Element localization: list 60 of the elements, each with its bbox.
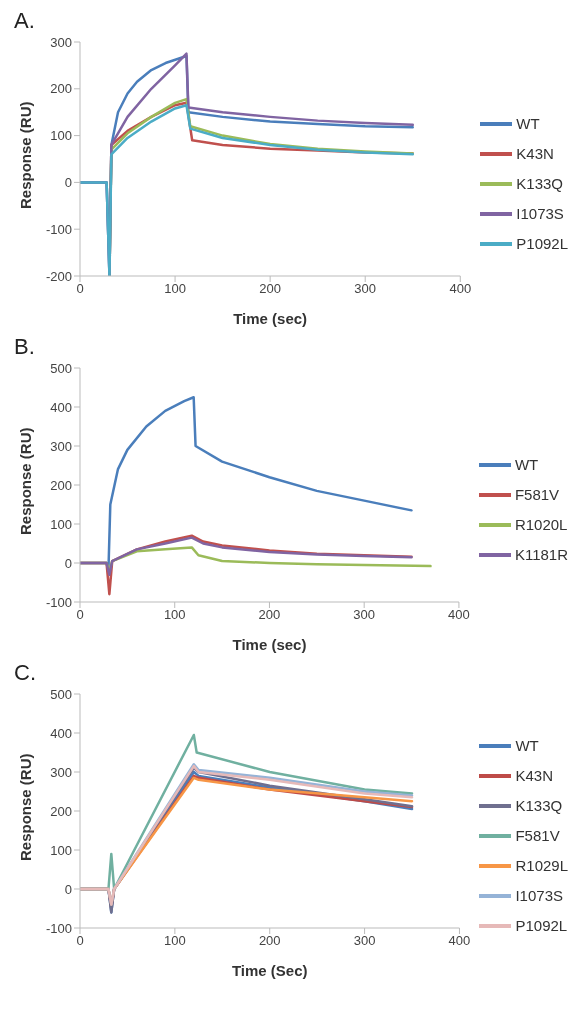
chart-title: B. xyxy=(13,334,36,360)
legend-label: R1029L xyxy=(515,856,568,876)
y-tick-label: 100 xyxy=(50,516,72,532)
x-tick-label: 400 xyxy=(448,607,470,623)
x-tick-label: 0 xyxy=(76,933,84,949)
chart-title: C. xyxy=(13,660,37,686)
x-tick-label: 300 xyxy=(354,281,377,297)
legend-label: K133Q xyxy=(516,174,563,194)
x-axis-title: Time (Sec) xyxy=(231,962,308,979)
x-tick-label: 100 xyxy=(164,281,186,297)
legend-label: F581V xyxy=(515,826,560,846)
x-tick-label: 0 xyxy=(76,281,84,297)
x-tick-label: 300 xyxy=(353,607,376,623)
y-tick-label: 500 xyxy=(50,360,72,376)
y-tick-label: 300 xyxy=(50,34,72,50)
y-tick-label: -200 xyxy=(45,268,72,284)
legend-label: P1092L xyxy=(515,916,568,936)
legend-label: I1073S xyxy=(516,204,564,224)
legend-label: R1020L xyxy=(514,515,568,535)
x-axis-title: Time (sec) xyxy=(232,636,307,653)
y-tick-label: 0 xyxy=(64,175,72,191)
x-tick-label: 0 xyxy=(76,607,84,623)
y-tick-label: 300 xyxy=(50,438,72,454)
y-axis-title: Response (RU) xyxy=(17,753,35,861)
y-tick-label: 200 xyxy=(50,477,72,493)
legend-label: WT xyxy=(515,736,539,756)
y-axis-title: Response (RU) xyxy=(17,101,35,209)
chart-title: A. xyxy=(13,8,36,34)
legend-label: I1073S xyxy=(515,886,563,906)
x-tick-label: 200 xyxy=(258,933,281,949)
legend-label: K43N xyxy=(516,144,554,164)
x-axis-title: Time (sec) xyxy=(233,310,308,327)
y-tick-label: 400 xyxy=(50,725,72,741)
y-tick-label: -100 xyxy=(45,920,72,936)
y-tick-label: 300 xyxy=(50,764,72,780)
legend-label: WT xyxy=(514,455,539,475)
x-tick-label: 100 xyxy=(163,607,186,623)
y-tick-label: 0 xyxy=(64,881,72,897)
y-tick-label: 100 xyxy=(50,842,72,858)
y-tick-label: 500 xyxy=(50,686,72,702)
x-tick-label: 200 xyxy=(259,281,281,297)
y-tick-label: 200 xyxy=(50,81,72,97)
legend-label: P1092L xyxy=(516,234,568,254)
x-tick-label: 200 xyxy=(258,607,281,623)
legend-label: WT xyxy=(516,114,540,134)
legend-label: K133Q xyxy=(515,796,563,816)
x-tick-label: 400 xyxy=(449,281,472,297)
y-tick-label: 200 xyxy=(50,803,72,819)
y-axis-title: Response (RU) xyxy=(17,427,35,535)
y-tick-label: 0 xyxy=(64,555,72,571)
y-tick-label: 400 xyxy=(50,399,72,415)
legend-label: K43N xyxy=(515,766,553,786)
x-tick-label: 300 xyxy=(353,933,376,949)
y-tick-label: 100 xyxy=(50,128,72,144)
legend-label: F581V xyxy=(514,485,560,505)
x-tick-label: 100 xyxy=(164,933,186,949)
legend-label: K1181R xyxy=(514,545,568,565)
y-tick-label: -100 xyxy=(45,594,72,610)
x-tick-label: 400 xyxy=(448,933,471,949)
y-tick-label: -100 xyxy=(45,221,72,237)
